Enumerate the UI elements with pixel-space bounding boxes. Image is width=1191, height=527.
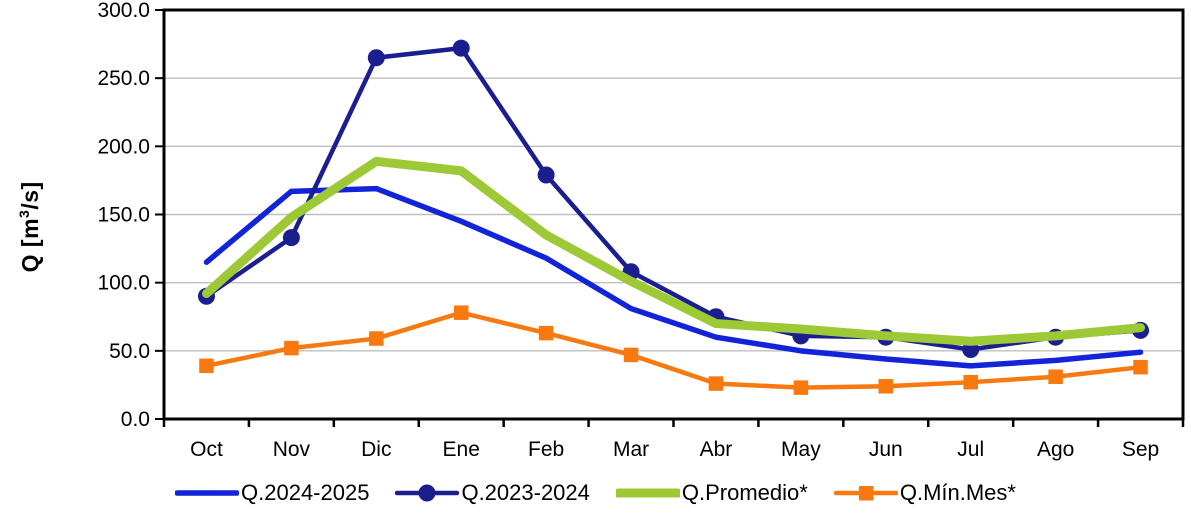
- line-chart: 0.0 50.0 100.0 150.0 200.0 250.0 300.0 Oct Nov Di…: [97, 0, 1185, 461]
- legend-item-q-2024-2025: Q.2024-2025: [175, 480, 369, 506]
- x-tick-label: Ene: [443, 438, 480, 461]
- data-point-q-m-n-mes: [369, 331, 384, 346]
- data-point-q-2023-2024: [537, 166, 555, 184]
- data-point-q-2023-2024: [452, 39, 470, 57]
- legend-swatch-q-m-n-mes: [833, 486, 898, 501]
- y-tick-label: 300.0: [97, 0, 150, 22]
- series-line-q-2023-2024: [204, 45, 1143, 352]
- data-point-q-m-n-mes: [1133, 359, 1148, 375]
- y-tick-label: 0.0: [121, 408, 150, 431]
- x-tick-label: Jun: [869, 438, 903, 461]
- data-point-q-m-n-mes: [538, 325, 554, 341]
- y-axis-title-prefix: Q [m: [16, 217, 43, 273]
- y-tick-label: 250.0: [97, 67, 150, 90]
- data-point-q-m-n-mes: [623, 347, 639, 363]
- x-tick-label: Feb: [528, 438, 564, 461]
- x-tick-label: Oct: [190, 438, 223, 461]
- data-point-q-m-n-mes: [453, 305, 469, 320]
- series-line-q-m-n-mes: [204, 310, 1143, 390]
- y-tick-label: 50.0: [109, 340, 150, 363]
- y-tick-label: 100.0: [97, 272, 150, 295]
- y-tick-label: 200.0: [97, 135, 150, 158]
- x-tick-label: Nov: [273, 438, 311, 461]
- legend-square-marker-icon: [858, 486, 874, 501]
- y-tick-label: 150.0: [97, 204, 150, 227]
- y-axis-title: Q [m3/s]: [16, 127, 44, 327]
- data-point-q-m-n-mes: [708, 376, 724, 391]
- data-point-q-m-n-mes: [284, 340, 299, 356]
- legend-item-q-m-n-mes: Q.Mín.Mes*: [833, 480, 1016, 506]
- legend-label-q-m-n-mes: Q.Mín.Mes*: [899, 480, 1016, 505]
- legend-label-q-promedio: Q.Promedio*: [681, 480, 808, 505]
- series-line-q-promedio: [201, 156, 1146, 346]
- y-axis-title-suffix: /s]: [16, 181, 43, 210]
- legend-swatch-q-promedio: [615, 488, 680, 498]
- data-point-q-m-n-mes: [878, 379, 894, 394]
- legend-circle-marker-icon: [418, 484, 436, 502]
- x-tick-label: Jul: [957, 438, 984, 461]
- legend-item-q-2023-2024: Q.2023-2024: [395, 480, 590, 506]
- legend-label-q-2023-2024: Q.2023-2024: [461, 480, 590, 505]
- x-tick-label: Mar: [613, 438, 649, 461]
- legend-item-q-promedio: Q.Promedio*: [615, 480, 808, 506]
- data-point-q-2023-2024: [282, 229, 300, 247]
- x-tick-label: Ago: [1037, 438, 1074, 461]
- y-axis-title-superscript: 3: [16, 209, 33, 218]
- chart-legend: Q.2024-2025 Q.2023-2024 Q.Promedio* Q.Mín.M…: [0, 480, 1191, 506]
- x-tick-label: Dic: [361, 438, 391, 461]
- series-line-q-2024-2025: [203, 185, 1144, 369]
- data-point-q-m-n-mes: [963, 374, 978, 390]
- x-tick-label: Abr: [700, 438, 733, 461]
- legend-swatch-q-2024-2025: [175, 490, 240, 496]
- x-tick-label: Sep: [1122, 438, 1159, 461]
- legend-label-q-2024-2025: Q.2024-2025: [241, 480, 370, 505]
- x-tick-label: May: [781, 438, 821, 461]
- data-point-q-m-n-mes: [793, 380, 809, 395]
- data-point-q-m-n-mes: [1048, 369, 1063, 384]
- data-point-q-2023-2024: [367, 49, 385, 67]
- legend-swatch-q-2023-2024: [395, 484, 460, 502]
- data-point-q-m-n-mes: [199, 358, 214, 374]
